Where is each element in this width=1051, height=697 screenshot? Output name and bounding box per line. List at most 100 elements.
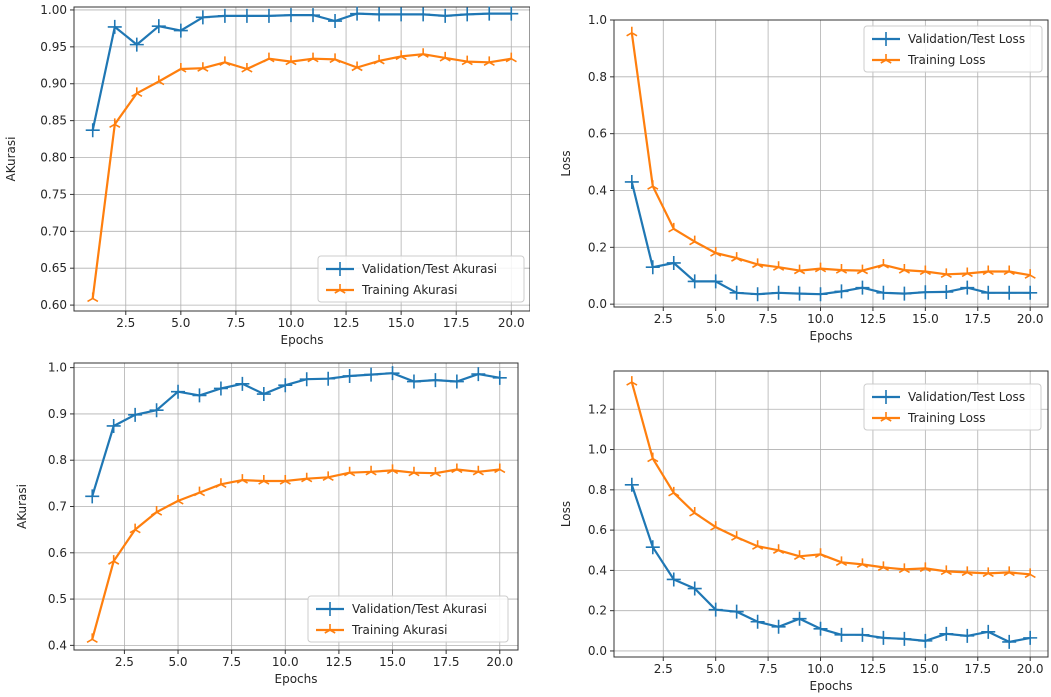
legend: Validation/Test Loss Training Loss [863, 25, 1043, 73]
plus-marker [897, 631, 912, 646]
plus-marker [239, 8, 254, 23]
plus-marker [897, 286, 912, 301]
tri-marker [351, 61, 363, 72]
legend-box [307, 595, 509, 643]
legend: Validation/Test Akurasi Training Akurasi [307, 595, 509, 643]
data-point [385, 366, 400, 381]
tri-marker [668, 222, 680, 233]
data-point [192, 388, 207, 403]
data-point [624, 174, 639, 189]
legend-plus-marker [879, 32, 893, 46]
data-point [106, 418, 121, 433]
tri-marker [772, 261, 785, 271]
plus-marker [960, 628, 975, 643]
tri-marker [919, 265, 931, 276]
plus-marker [106, 418, 121, 433]
data-point [451, 463, 463, 474]
data-point [504, 6, 519, 21]
plus-marker [213, 381, 228, 396]
tri-marker [731, 531, 743, 541]
series-line-0 [91, 372, 500, 497]
tri-marker [219, 56, 231, 67]
data-point [235, 376, 250, 391]
data-point [217, 8, 232, 23]
y-axis-label: Loss [559, 501, 573, 527]
data-point [279, 475, 291, 485]
plus-marker [428, 373, 443, 388]
data-point [471, 367, 486, 382]
data-point [283, 8, 298, 23]
tri-marker [961, 267, 973, 278]
tri-marker [417, 48, 429, 58]
data-point [364, 367, 379, 382]
data-point [729, 604, 744, 619]
plus-marker [449, 374, 464, 389]
chart-panel-top-left: 2.5 5.0 7.5 10.0 12.5 15.0 17.5 20.0 0.60 0.65 0.7… [0, 0, 531, 348]
series-line-0 [630, 484, 1031, 643]
plus-marker [151, 19, 166, 34]
plus-marker [107, 19, 122, 34]
data-point [350, 6, 365, 21]
plus-marker [482, 6, 497, 21]
data-point [918, 633, 933, 648]
legend-tri-marker [324, 624, 336, 634]
data-point [835, 556, 848, 567]
plus-marker [939, 284, 954, 299]
plus-marker [328, 14, 343, 29]
y-axis-label: Loss [559, 150, 573, 176]
data-point [981, 285, 996, 300]
data-point [175, 62, 187, 73]
tri-marker [1003, 566, 1015, 577]
tri-marker [1024, 568, 1036, 579]
data-point [131, 87, 143, 98]
tri-marker [898, 264, 910, 274]
y-axis-label: AKurasi [4, 137, 18, 182]
y-tick-label: 0.2 [588, 604, 607, 618]
tri-marker [241, 62, 253, 73]
data-point [1002, 285, 1017, 300]
x-tick-label: 10.0 [807, 662, 834, 676]
legend-tri-marker [880, 412, 892, 422]
plus-marker [876, 630, 891, 645]
x-tick-label: 20.0 [498, 316, 525, 330]
data-point [708, 274, 723, 289]
x-tick-label: 7.5 [222, 655, 241, 669]
tri-marker [193, 486, 206, 497]
data-point [876, 285, 891, 300]
tri-marker [814, 548, 827, 558]
y-tick-label: 0.8 [588, 483, 607, 497]
data-point [344, 466, 356, 477]
tri-marker [647, 180, 659, 190]
data-point [263, 52, 275, 63]
tri-marker [877, 258, 890, 269]
tri-marker [301, 472, 313, 483]
tri-marker [86, 633, 98, 644]
y-tick-label: 0.7 [48, 500, 67, 514]
tri-marker [263, 52, 275, 63]
plus-marker [372, 7, 387, 22]
legend-box [863, 25, 1043, 73]
data-point [321, 371, 336, 386]
x-tick-label: 2.5 [116, 316, 135, 330]
data-point [918, 285, 933, 300]
y-tick-label: 0.6 [48, 546, 67, 560]
data-point [1003, 265, 1015, 276]
y-tick-label: 0.6 [588, 523, 607, 537]
series-line-1 [91, 468, 500, 640]
plus-marker [364, 367, 379, 382]
tri-marker [505, 52, 517, 63]
plus-marker [460, 7, 475, 22]
data-point [961, 267, 973, 278]
data-point [171, 384, 186, 399]
data-point [898, 563, 910, 574]
data-point [261, 8, 276, 23]
data-point [752, 540, 764, 550]
plus-marker [492, 370, 507, 385]
data-point [329, 53, 341, 64]
tri-marker [647, 452, 659, 463]
data-point [876, 630, 891, 645]
plus-marker [85, 123, 100, 138]
data-point [195, 10, 210, 25]
data-point [793, 550, 806, 560]
data-point [792, 611, 807, 626]
